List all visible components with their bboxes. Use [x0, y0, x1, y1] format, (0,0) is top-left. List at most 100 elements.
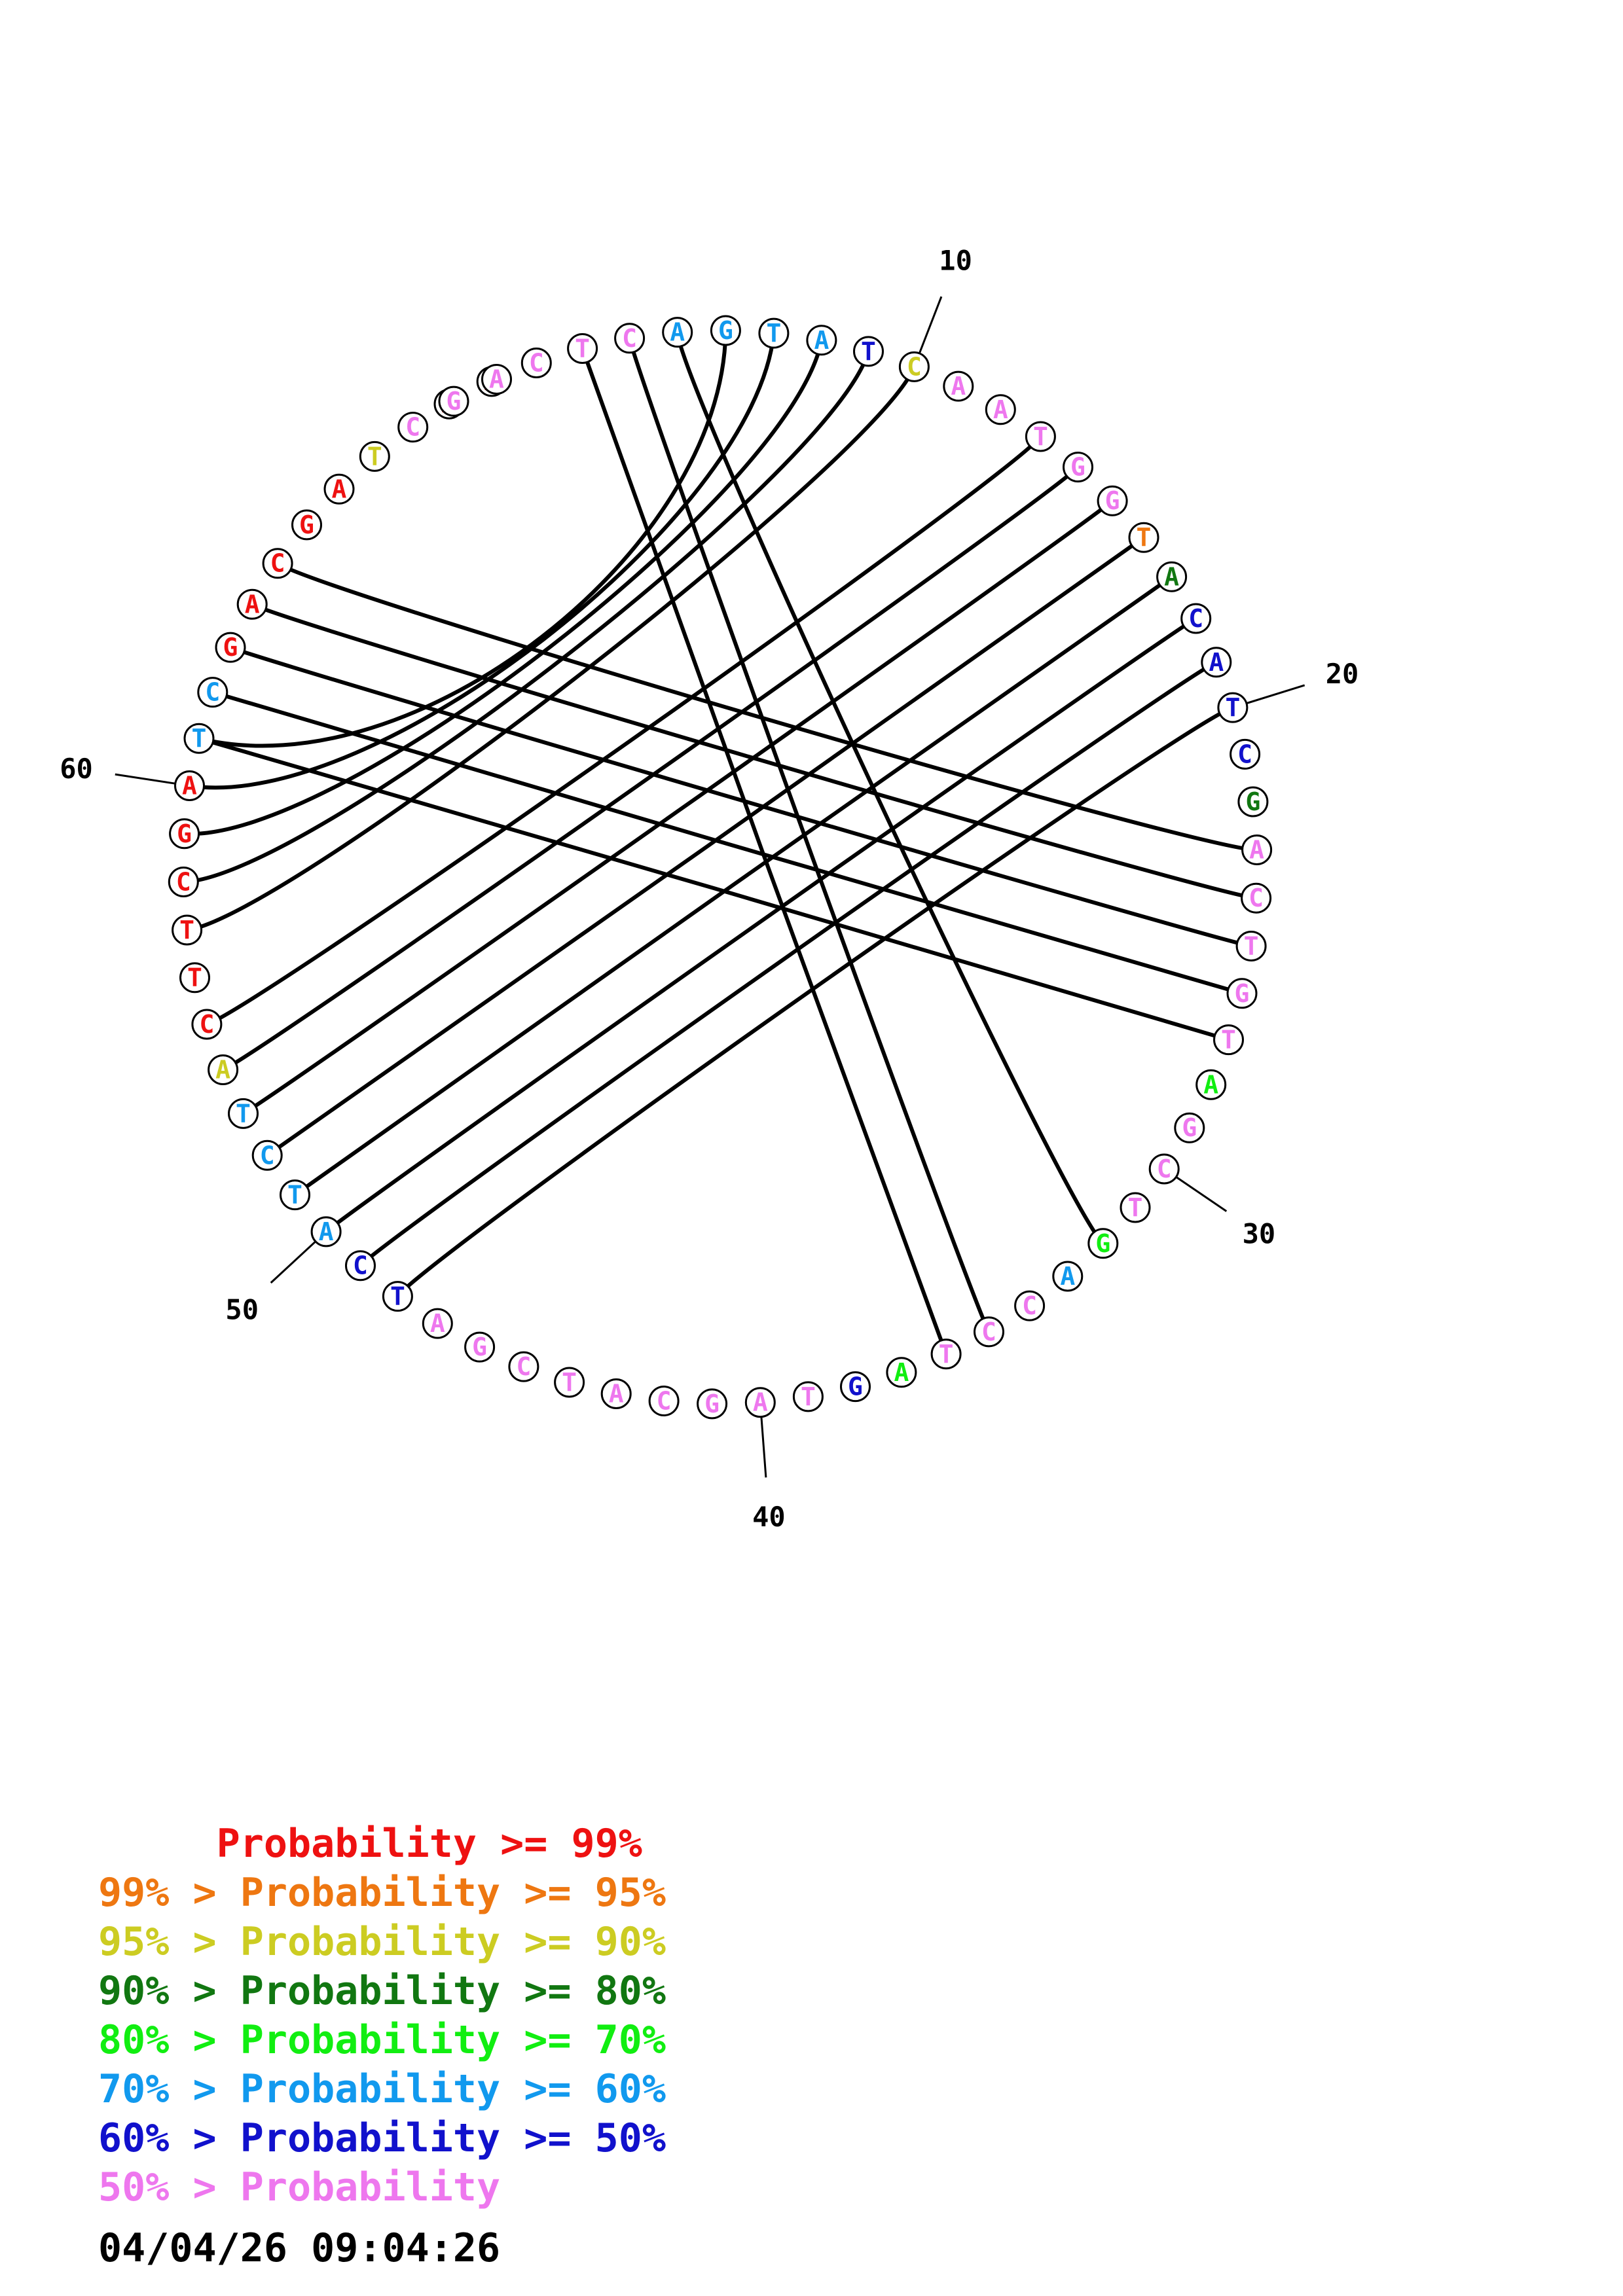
base-letter: C: [405, 413, 420, 442]
base-circle: [806, 325, 837, 356]
base-circle: [1237, 786, 1269, 817]
base-letter: G: [848, 1372, 863, 1401]
base-circle: [614, 323, 646, 354]
base-node: C: [1241, 882, 1272, 914]
base-circle: [359, 440, 390, 472]
base-node: C: [262, 548, 293, 579]
base-letter: T: [1137, 523, 1152, 552]
pair-arc: [325, 617, 1197, 1234]
base-node: A: [1241, 834, 1273, 865]
base-letter: A: [753, 1388, 768, 1417]
base-letter: T: [1033, 422, 1048, 451]
base-letter: T: [766, 319, 781, 348]
base-letter: T: [287, 1181, 302, 1210]
base-node: A: [208, 1054, 239, 1085]
base-letter: A: [1164, 562, 1179, 591]
base-circle: [1235, 931, 1267, 961]
base-letter: A: [670, 318, 685, 347]
base-circle: [397, 412, 429, 443]
base-circle: [1052, 1261, 1084, 1292]
base-circle: [1097, 485, 1128, 516]
base-letter: G: [223, 633, 238, 662]
base-node: A: [985, 394, 1016, 425]
base-node: G: [169, 818, 200, 850]
pair-arc: [627, 338, 991, 1333]
base-circle: [930, 1338, 962, 1370]
base-letter: G: [299, 511, 314, 539]
base-node: C: [520, 348, 552, 378]
base-node: T: [1025, 421, 1056, 452]
base-node: G: [1237, 786, 1269, 817]
base-node: C: [1230, 738, 1261, 770]
base-circle: [262, 548, 293, 579]
base-circle: [464, 1331, 496, 1363]
base-node: A: [744, 1387, 776, 1418]
base-circle: [382, 1281, 413, 1312]
base-circle: [567, 333, 598, 364]
base-node: T: [280, 1179, 310, 1211]
base-letter: T: [192, 724, 207, 753]
legend-entry: 99% > Probability >= 95%: [98, 1870, 666, 1916]
base-letter: C: [1249, 884, 1264, 912]
base-letter: T: [1221, 1026, 1236, 1054]
base-node: C: [345, 1250, 376, 1282]
base-circle: [943, 370, 974, 402]
base-circle: [345, 1250, 376, 1282]
base-letter: C: [529, 349, 544, 378]
base-letter: C: [1188, 604, 1203, 633]
pair-arc: [198, 330, 728, 748]
base-node: C: [974, 1316, 1004, 1348]
base-letter: C: [199, 1010, 214, 1039]
position-tick: [918, 296, 943, 354]
base-node: T: [359, 440, 390, 472]
base-circle: [438, 386, 469, 417]
legend-entry: 60% > Probability >= 50%: [98, 2115, 666, 2161]
pair-arc: [229, 645, 1252, 948]
base-node: G: [464, 1331, 496, 1363]
base-letter: T: [939, 1340, 954, 1369]
base-node: T: [554, 1367, 585, 1398]
base-circle: [1174, 1112, 1205, 1143]
base-circle: [600, 1378, 632, 1409]
base-letter: C: [1237, 740, 1252, 768]
base-letter: G: [177, 819, 192, 848]
base-node: A: [1201, 647, 1232, 678]
position-tick: [760, 1416, 767, 1478]
base-circle: [422, 1308, 453, 1339]
base-node: A: [323, 473, 355, 505]
pair-arcs: [183, 330, 1257, 1355]
position-label: 50: [225, 1294, 259, 1326]
pair-arc: [211, 690, 1243, 996]
base-node: T: [930, 1338, 962, 1370]
pair-arc: [206, 435, 1042, 1026]
base-circle: [310, 1216, 342, 1247]
pair-arc: [189, 332, 776, 790]
position-label: 30: [1243, 1217, 1276, 1249]
base-letter: G: [704, 1390, 720, 1418]
base-circle: [1213, 1024, 1244, 1056]
base-node: G: [840, 1371, 871, 1403]
base-node: G: [710, 315, 741, 346]
base-node: A: [1052, 1261, 1084, 1292]
base-letter: C: [1157, 1155, 1172, 1183]
base-letter: A: [814, 326, 829, 355]
base-circle: [710, 315, 741, 346]
pair-arc: [251, 602, 1256, 901]
base-node: A: [1195, 1069, 1227, 1100]
pair-arc: [266, 535, 1145, 1157]
base-letter: C: [622, 324, 637, 353]
base-circle: [520, 348, 552, 378]
probability-legend: Probability >= 99% 99% > Probability >= …: [98, 1820, 666, 2212]
base-node: G: [215, 632, 246, 663]
base-node: C: [898, 351, 930, 382]
position-label: 60: [60, 753, 93, 785]
base-circle: [1120, 1192, 1151, 1223]
base-node: T: [1120, 1192, 1151, 1223]
position-tick: [270, 1240, 317, 1284]
base-circle: [648, 1386, 680, 1416]
base-circle: [1241, 882, 1272, 914]
base-letter: A: [1209, 648, 1224, 677]
base-node: T: [1217, 692, 1249, 723]
base-circle: [1217, 692, 1249, 723]
